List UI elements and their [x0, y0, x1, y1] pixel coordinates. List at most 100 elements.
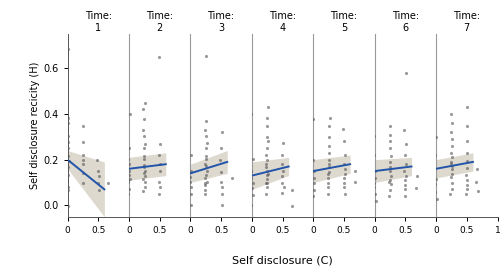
Point	[402, 174, 410, 178]
Point	[125, 162, 133, 166]
Point	[431, 153, 439, 157]
Point	[412, 185, 420, 190]
Point	[264, 105, 272, 109]
Point	[448, 164, 456, 168]
Point	[202, 134, 210, 139]
Point	[218, 130, 226, 135]
Point	[64, 204, 72, 208]
Point	[351, 180, 359, 185]
Point	[278, 162, 286, 166]
Point	[387, 174, 395, 178]
Point	[94, 158, 102, 162]
Point	[63, 162, 71, 166]
Point	[324, 172, 332, 176]
Point	[310, 188, 318, 192]
Point	[279, 169, 287, 173]
Point	[324, 185, 332, 189]
Point	[340, 180, 348, 185]
Point	[247, 111, 255, 116]
Point	[387, 153, 395, 158]
Point	[202, 128, 209, 133]
Point	[247, 176, 255, 180]
Point	[202, 169, 210, 173]
Point	[431, 190, 439, 194]
Point	[401, 183, 409, 188]
Point	[263, 176, 271, 181]
Point	[64, 146, 72, 150]
Point	[218, 185, 226, 189]
Point	[62, 169, 70, 173]
Point	[188, 153, 196, 157]
Point	[278, 180, 286, 185]
Point	[63, 178, 71, 182]
Point	[370, 181, 378, 185]
Point	[79, 157, 87, 162]
Point	[202, 54, 210, 59]
Point	[448, 175, 456, 180]
Point	[64, 121, 72, 125]
Point	[324, 135, 332, 139]
Point	[386, 139, 394, 143]
Point	[64, 47, 72, 51]
Point	[324, 181, 332, 185]
Point	[156, 142, 164, 146]
Point	[78, 162, 86, 166]
Point	[262, 181, 270, 185]
Point	[140, 146, 148, 150]
Point	[104, 180, 112, 185]
Point	[326, 165, 334, 169]
Point	[385, 194, 393, 198]
Point	[463, 178, 471, 182]
Point	[216, 158, 224, 162]
Point	[203, 180, 211, 185]
Point	[464, 183, 471, 187]
Point	[262, 173, 270, 178]
Point	[462, 187, 470, 191]
Point	[473, 167, 481, 171]
Point	[218, 203, 226, 208]
Point	[385, 180, 393, 184]
Point	[64, 180, 72, 185]
Point	[324, 175, 332, 180]
Point	[63, 176, 71, 180]
Point	[140, 174, 148, 178]
Point	[400, 153, 408, 157]
Point	[262, 135, 270, 139]
Point	[402, 141, 410, 146]
Point	[447, 160, 455, 164]
Point	[125, 169, 133, 173]
Point	[341, 172, 349, 176]
Point	[140, 164, 148, 169]
Point	[326, 124, 334, 128]
Point	[202, 192, 209, 196]
Point	[201, 161, 209, 166]
Point	[401, 194, 409, 198]
Point	[371, 192, 379, 196]
Point	[154, 153, 162, 157]
Point	[262, 164, 270, 169]
Point	[386, 133, 394, 137]
Point	[263, 184, 271, 189]
Point	[448, 187, 456, 191]
Point	[248, 157, 256, 161]
Point	[124, 180, 132, 184]
Point	[262, 146, 270, 150]
Point	[140, 117, 147, 121]
Point	[308, 117, 316, 121]
Point	[278, 152, 286, 157]
Point	[263, 169, 271, 173]
Point	[263, 158, 271, 163]
Point	[463, 139, 471, 143]
Point	[400, 169, 408, 173]
Point	[141, 101, 149, 105]
Point	[340, 139, 348, 143]
Point	[140, 153, 148, 158]
Point	[202, 173, 210, 177]
Point	[448, 136, 456, 141]
Point	[188, 185, 196, 189]
Point	[63, 128, 71, 133]
Point	[262, 192, 270, 196]
Point	[263, 116, 271, 120]
Point	[248, 185, 256, 190]
Point	[462, 105, 470, 110]
